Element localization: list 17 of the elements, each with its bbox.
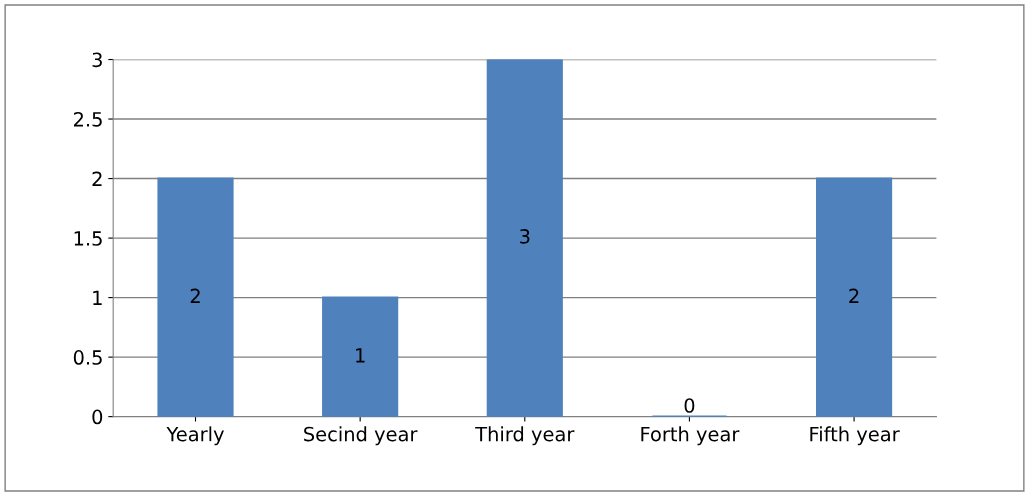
x-tick-label: Fifth year (810, 426, 900, 446)
data-label: 2 (849, 288, 859, 303)
x-tick-label: Forth year (641, 426, 740, 446)
y-tick-label: 0.5 (73, 350, 102, 365)
x-tick-label: Yearly (166, 426, 224, 446)
data-label: 2 (190, 288, 200, 303)
x-tick-label: Secind year (304, 426, 418, 446)
y-tick-label: 0 (92, 409, 103, 425)
data-label: 1 (356, 348, 365, 363)
y-tick-label: 2 (92, 171, 102, 186)
y-tick-label: 3 (92, 52, 102, 68)
y-tick-label: 1 (93, 290, 102, 305)
y-tick-label: 2.5 (73, 112, 102, 127)
data-label: 0 (684, 398, 695, 413)
x-tick-label: Third year (475, 426, 575, 446)
y-tick-label: 1.5 (74, 231, 102, 246)
data-label: 3 (520, 229, 530, 244)
